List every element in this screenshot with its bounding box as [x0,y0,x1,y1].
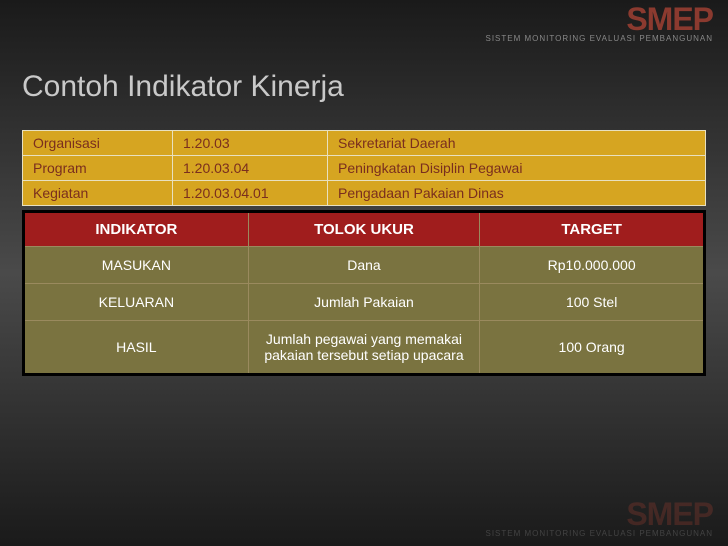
content-area: Organisasi 1.20.03 Sekretariat Daerah Pr… [22,130,706,376]
organization-table: Organisasi 1.20.03 Sekretariat Daerah Pr… [22,130,706,206]
logo-block: SMEP SISTEM MONITORING EVALUASI PEMBANGU… [485,5,713,43]
org-code: 1.20.03.04 [173,156,328,181]
ind-header-row: INDIKATOR TOLOK UKUR TARGET [24,212,705,247]
org-label: Program [23,156,173,181]
org-desc: Peningkatan Disiplin Pegawai [328,156,706,181]
page-title: Contoh Indikator Kinerja [22,70,344,104]
org-row: Program 1.20.03.04 Peningkatan Disiplin … [23,156,706,181]
ind-cell-tolok: Jumlah Pakaian [248,284,480,321]
shadow-logo: SMEP SISTEM MONITORING EVALUASI PEMBANGU… [485,500,713,538]
shadow-logo-main: SMEP [485,500,713,529]
ind-row: HASIL Jumlah pegawai yang memakai pakaia… [24,321,705,375]
ind-header: INDIKATOR [24,212,249,247]
ind-row: KELUARAN Jumlah Pakaian 100 Stel [24,284,705,321]
ind-cell-indikator: HASIL [24,321,249,375]
ind-cell-tolok: Jumlah pegawai yang memakai pakaian ters… [248,321,480,375]
org-desc: Pengadaan Pakaian Dinas [328,181,706,206]
shadow-logo-sub: SISTEM MONITORING EVALUASI PEMBANGUNAN [485,529,713,538]
indicators-table: INDIKATOR TOLOK UKUR TARGET MASUKAN Dana… [22,210,706,376]
logo-main: SMEP [485,5,713,34]
ind-cell-indikator: MASUKAN [24,247,249,284]
ind-header: TOLOK UKUR [248,212,480,247]
org-row: Organisasi 1.20.03 Sekretariat Daerah [23,131,706,156]
logo-sub: SISTEM MONITORING EVALUASI PEMBANGUNAN [485,34,713,43]
org-code: 1.20.03.04.01 [173,181,328,206]
org-row: Kegiatan 1.20.03.04.01 Pengadaan Pakaian… [23,181,706,206]
org-label: Organisasi [23,131,173,156]
ind-cell-indikator: KELUARAN [24,284,249,321]
org-desc: Sekretariat Daerah [328,131,706,156]
org-code: 1.20.03 [173,131,328,156]
ind-cell-target: Rp10.000.000 [480,247,705,284]
ind-row: MASUKAN Dana Rp10.000.000 [24,247,705,284]
ind-cell-target: 100 Orang [480,321,705,375]
org-label: Kegiatan [23,181,173,206]
ind-cell-target: 100 Stel [480,284,705,321]
ind-cell-tolok: Dana [248,247,480,284]
ind-header: TARGET [480,212,705,247]
